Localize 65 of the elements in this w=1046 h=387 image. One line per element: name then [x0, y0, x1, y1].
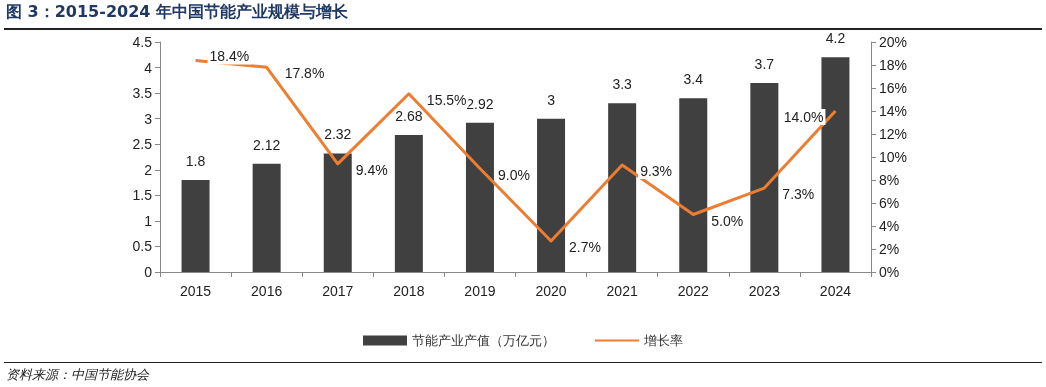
data-label: 9.4% [355, 161, 388, 178]
data-label: 7.3% [782, 186, 815, 203]
x-tick-label: 2023 [748, 283, 781, 299]
y2-tick-label: 16% [879, 80, 908, 96]
chart-title: 图 3：2015-2024 年中国节能产业规模与增长 [6, 2, 348, 23]
x-tick-label: 2018 [393, 283, 425, 299]
data-label: 4.2 [825, 30, 846, 47]
y2-tick-label: 6% [879, 195, 900, 211]
bar [394, 135, 423, 272]
bar [181, 180, 210, 272]
x-tick-label: 2021 [606, 283, 638, 299]
bar [252, 163, 281, 272]
x-tick-label: 2022 [677, 283, 710, 299]
legend-label: 增长率 [643, 333, 683, 348]
y-tick-label: 0.5 [132, 238, 153, 255]
x-tick-label: 2019 [464, 283, 496, 299]
data-label: 2.92 [466, 95, 494, 112]
bar [537, 118, 566, 272]
data-label: 18.4% [209, 48, 250, 65]
bar [679, 98, 708, 272]
y2-tick-label: 0% [879, 264, 900, 280]
data-label: 17.8% [284, 65, 325, 82]
data-label: 14.0% [783, 109, 824, 125]
y2-tick-label: 12% [879, 126, 908, 142]
data-label: 2.68 [395, 108, 423, 125]
bar [750, 82, 779, 272]
y2-tick-label: 18% [879, 57, 908, 73]
data-label: 9.0% [497, 166, 530, 183]
data-label: 3 [547, 91, 556, 108]
y2-tick-label: 14% [879, 103, 908, 119]
data-label: 3.7 [754, 55, 775, 72]
y-tick-label: 1 [144, 212, 153, 229]
y-tick-label: 3.5 [132, 85, 153, 102]
y2-tick-label: 20% [879, 34, 908, 50]
x-tick-label: 2015 [179, 283, 212, 299]
bar [608, 103, 637, 272]
data-label: 15.5% [426, 91, 467, 108]
bar [821, 57, 850, 272]
data-label: 3.3 [612, 76, 633, 93]
data-label: 5.0% [711, 212, 744, 229]
x-tick-label: 2020 [535, 283, 567, 299]
data-label: 9.3% [640, 163, 673, 180]
y2-tick-label: 2% [879, 241, 900, 257]
bar [323, 153, 352, 272]
y2-tick-label: 8% [879, 172, 900, 188]
y-tick-label: 3 [144, 110, 153, 127]
x-tick-label: 2016 [251, 283, 283, 299]
data-label: 2.7% [569, 238, 601, 255]
data-label: 1.8 [185, 153, 206, 169]
text: 资料来源：中国节能协会 [6, 366, 149, 384]
legend-label: 节能产业产值（万亿元） [412, 333, 555, 348]
x-tick-label: 2024 [819, 283, 852, 299]
y2-tick-label: 4% [879, 218, 900, 234]
x-tick-label: 2017 [322, 283, 354, 299]
bar [465, 122, 494, 272]
y-tick-label: 2 [144, 161, 153, 178]
data-label: 2.32 [324, 126, 352, 143]
data-label: 3.4 [683, 71, 704, 88]
y-tick-label: 4.5 [132, 34, 153, 50]
data-label: 2.12 [253, 136, 281, 153]
y-tick-label: 1.5 [132, 187, 153, 204]
y-tick-label: 0 [144, 264, 153, 280]
y-tick-label: 2.5 [132, 136, 153, 153]
y-tick-label: 4 [144, 59, 153, 76]
y2-tick-label: 10% [879, 149, 908, 165]
